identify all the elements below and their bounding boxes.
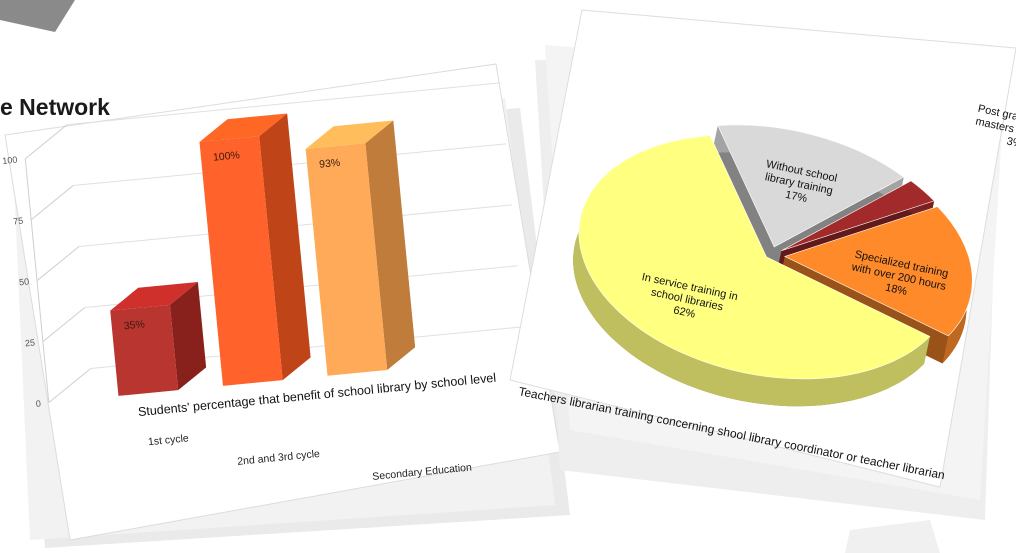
bar-top xyxy=(305,120,394,149)
pie-slice-rim xyxy=(573,135,930,407)
bar-series: 35% 100% 93% xyxy=(110,113,416,396)
pie-slice xyxy=(717,124,905,248)
bar-front xyxy=(110,304,179,396)
bar-y-tick-label: 25 xyxy=(24,337,35,348)
bar-y-tick-label: 100 xyxy=(2,155,18,166)
pie-value-label: 17% xyxy=(784,189,808,205)
bar-side xyxy=(365,120,416,371)
pie-slice xyxy=(781,180,935,251)
bar-value-label: 35% xyxy=(123,318,145,332)
bar-gridline-depth xyxy=(48,368,92,404)
bar-1: 35% xyxy=(110,282,207,396)
bar-y-axis: 0 25 50 75 100 xyxy=(2,155,50,409)
bar-y-tick-label: 50 xyxy=(19,276,30,287)
bar-value-label: 93% xyxy=(319,157,341,171)
bar-value-label: 100% xyxy=(212,149,240,164)
bar-side xyxy=(169,282,207,391)
bar-gridline-depth xyxy=(30,185,74,221)
slide-title: e Network xyxy=(0,94,110,120)
bar-3: 93% xyxy=(305,120,416,376)
bar-category-label: 1st cycle xyxy=(147,432,189,448)
pie-value-label: 18% xyxy=(884,282,908,298)
bar-front xyxy=(305,143,388,376)
pie-slice xyxy=(784,206,973,337)
bar-y-tick-label: 75 xyxy=(13,216,24,227)
bar-y-tick-label: 0 xyxy=(35,398,41,408)
bar-2: 100% xyxy=(199,113,311,386)
bar-gridline-depth xyxy=(36,246,80,282)
bar-top xyxy=(110,282,198,311)
bar-front xyxy=(199,136,283,386)
pie-value-label: 3% xyxy=(1005,135,1016,150)
bar-top xyxy=(199,113,288,142)
bar-gridline-depth xyxy=(24,124,68,160)
pie-slice-wall xyxy=(712,125,775,275)
bar-gridline xyxy=(67,82,501,126)
bar-gridline-depth xyxy=(42,307,86,343)
bar-side xyxy=(259,113,311,381)
bar-y-axis-line xyxy=(24,158,50,403)
decorative-corner-shape xyxy=(0,0,75,32)
pie-value-label: 62% xyxy=(672,304,696,320)
pie-slice xyxy=(578,135,931,380)
pie-slices xyxy=(578,124,973,380)
